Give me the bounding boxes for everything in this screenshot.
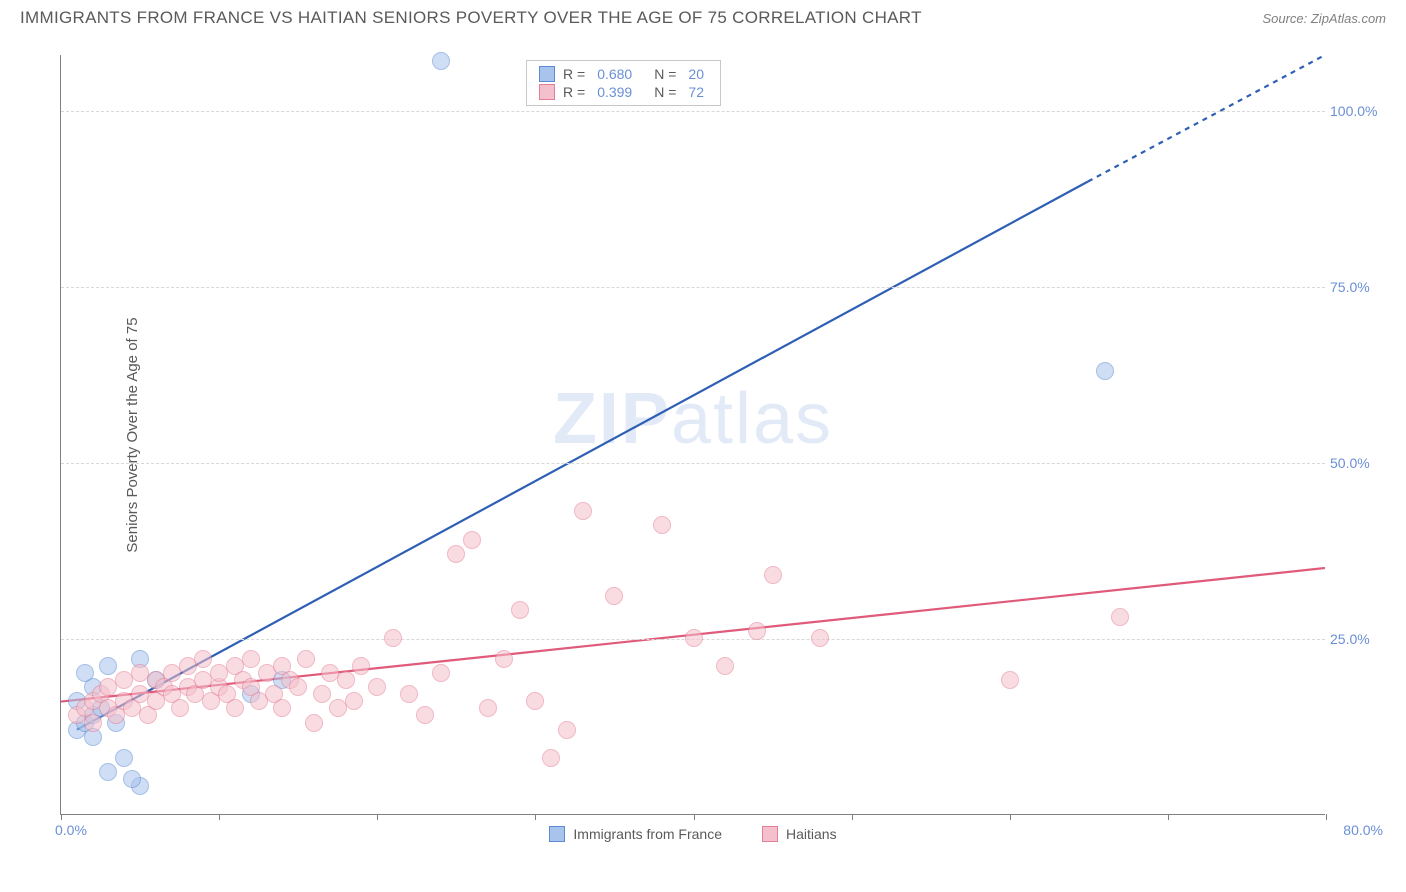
data-point <box>384 629 402 647</box>
legend-n-label: N = <box>654 66 676 82</box>
header: IMMIGRANTS FROM FRANCE VS HAITIAN SENIOR… <box>0 0 1406 32</box>
legend-n-label: N = <box>654 84 676 100</box>
data-point <box>76 664 94 682</box>
x-tick <box>61 814 62 820</box>
data-point <box>345 692 363 710</box>
legend-swatch <box>762 826 778 842</box>
y-tick-label: 100.0% <box>1330 103 1385 119</box>
legend-swatch <box>539 84 555 100</box>
legend-r-value: 0.399 <box>597 84 632 100</box>
data-point <box>764 566 782 584</box>
x-tick <box>1168 814 1169 820</box>
series-legend-label: Immigrants from France <box>573 826 722 842</box>
data-point <box>416 706 434 724</box>
x-tick <box>535 814 536 820</box>
x-tick <box>219 814 220 820</box>
x-tick <box>377 814 378 820</box>
data-point <box>811 629 829 647</box>
data-point <box>1096 362 1114 380</box>
x-tick <box>1326 814 1327 820</box>
data-point <box>447 545 465 563</box>
data-point <box>226 699 244 717</box>
data-point <box>273 699 291 717</box>
series-legend-item: Haitians <box>762 826 837 842</box>
legend-r-label: R = <box>563 66 585 82</box>
data-point <box>352 657 370 675</box>
data-point <box>574 502 592 520</box>
series-legend-label: Haitians <box>786 826 837 842</box>
data-point <box>479 699 497 717</box>
data-point <box>313 685 331 703</box>
data-point <box>400 685 418 703</box>
data-point <box>305 714 323 732</box>
data-point <box>542 749 560 767</box>
x-tick <box>1010 814 1011 820</box>
series-legend-item: Immigrants from France <box>549 826 722 842</box>
data-point <box>115 749 133 767</box>
watermark: ZIPatlas <box>553 378 833 460</box>
data-point <box>432 664 450 682</box>
gridline <box>61 463 1325 464</box>
x-tick <box>852 814 853 820</box>
data-point <box>1111 608 1129 626</box>
data-point <box>748 622 766 640</box>
gridline <box>61 287 1325 288</box>
y-tick-label: 25.0% <box>1330 631 1385 647</box>
data-point <box>432 52 450 70</box>
data-point <box>653 516 671 534</box>
legend-n-value: 20 <box>688 66 704 82</box>
data-point <box>685 629 703 647</box>
data-point <box>99 657 117 675</box>
x-tick <box>694 814 695 820</box>
x-tick-end: 80.0% <box>1343 822 1383 838</box>
data-point <box>337 671 355 689</box>
gridline <box>61 111 1325 112</box>
data-point <box>242 650 260 668</box>
data-point <box>123 770 141 788</box>
correlation-legend: R = 0.680 N = 20 R = 0.399 N = 72 <box>526 60 721 106</box>
data-point <box>99 763 117 781</box>
data-point <box>558 721 576 739</box>
plot-region: ZIPatlas R =0.680N =20R =0.399N =72 0.0%… <box>60 55 1325 815</box>
source-label: Source: ZipAtlas.com <box>1262 11 1386 26</box>
legend-swatch <box>549 826 565 842</box>
data-point <box>716 657 734 675</box>
data-point <box>297 650 315 668</box>
data-point <box>171 699 189 717</box>
data-point <box>463 531 481 549</box>
y-tick-label: 50.0% <box>1330 455 1385 471</box>
data-point <box>368 678 386 696</box>
legend-n-value: 72 <box>688 84 704 100</box>
data-point <box>511 601 529 619</box>
data-point <box>194 650 212 668</box>
legend-swatch <box>539 66 555 82</box>
data-point <box>605 587 623 605</box>
data-point <box>84 714 102 732</box>
y-tick-label: 75.0% <box>1330 279 1385 295</box>
legend-r-value: 0.680 <box>597 66 632 82</box>
legend-row: R = 0.680 N = 20 <box>539 65 708 83</box>
data-point <box>495 650 513 668</box>
data-point <box>289 678 307 696</box>
series-legend: Immigrants from France Haitians <box>61 826 1325 842</box>
data-point <box>1001 671 1019 689</box>
chart-title: IMMIGRANTS FROM FRANCE VS HAITIAN SENIOR… <box>20 8 922 28</box>
data-point <box>526 692 544 710</box>
legend-r-label: R = <box>563 84 585 100</box>
chart-area: Seniors Poverty Over the Age of 75 ZIPat… <box>60 55 1390 815</box>
legend-row: R = 0.399 N = 72 <box>539 83 708 101</box>
